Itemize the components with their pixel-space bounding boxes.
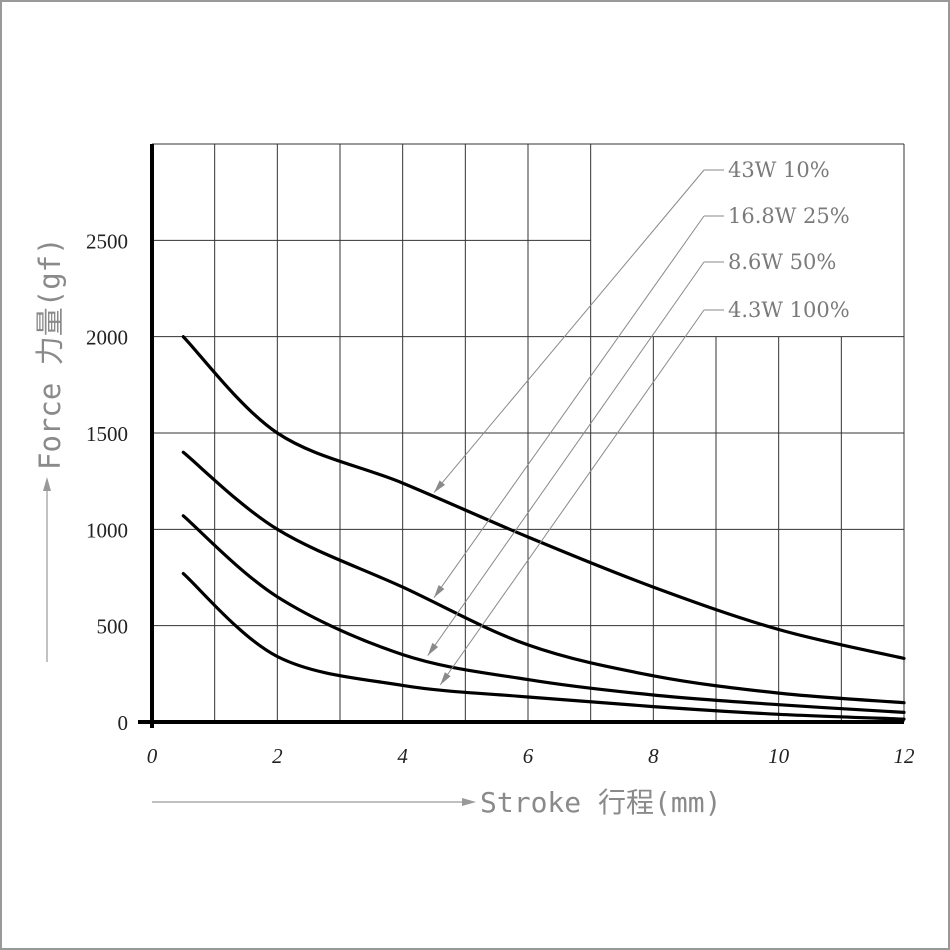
series-line-3 (181, 514, 906, 714)
x-tick-label: 4 (397, 744, 408, 768)
legend: 43W 10% 16.8W 25% 8.6W 50% 4.3W 100% (728, 158, 850, 322)
x-axis-title-group: Stroke 行程(mm) (152, 786, 721, 819)
y-axis-title-group: Force 力量(gf) (33, 237, 67, 662)
series-curves (181, 335, 906, 721)
y-tick-label: 1500 (86, 422, 128, 446)
legend-leader-arrowhead (434, 584, 445, 598)
series-line-1 (181, 335, 906, 660)
legend-leader-line (427, 261, 705, 656)
x-axis-title-arrowhead (462, 798, 476, 806)
legend-entry-2: 16.8W 25% (728, 204, 850, 228)
x-tick-label: 6 (523, 744, 534, 768)
y-tick-labels: 0 500 1000 1500 2000 2500 (86, 229, 128, 735)
x-tick-label: 0 (147, 744, 158, 768)
grid (152, 143, 905, 722)
legend-entry-3: 8.6W 50% (728, 250, 836, 274)
y-tick-label: 2000 (86, 326, 128, 350)
y-axis-title-arrowhead (43, 477, 51, 491)
x-tick-label: 8 (648, 744, 659, 768)
legend-leader-arrowhead (440, 672, 451, 685)
x-tick-labels: 0 2 4 6 8 10 12 (147, 744, 915, 768)
legend-leader-line (433, 215, 705, 598)
x-axis-title: Stroke 行程(mm) (480, 786, 721, 819)
axes (138, 144, 904, 728)
series-line-4 (181, 572, 906, 721)
series-line-2 (181, 450, 906, 705)
y-tick-label: 0 (118, 711, 129, 735)
y-tick-label: 2500 (86, 229, 128, 253)
y-tick-label: 500 (97, 615, 129, 639)
legend-leader-arrowhead (427, 642, 439, 656)
legend-entry-1: 43W 10% (728, 158, 830, 182)
legend-leader-line (433, 169, 705, 493)
legend-entry-4: 4.3W 100% (728, 298, 850, 322)
y-axis-title: Force 力量(gf) (33, 237, 67, 470)
legend-leaders (427, 169, 724, 686)
x-tick-label: 12 (894, 744, 916, 768)
x-tick-label: 2 (272, 744, 283, 768)
legend-leader-arrowhead (434, 480, 446, 493)
legend-leader-line (439, 309, 705, 686)
y-tick-label: 1000 (86, 518, 128, 542)
x-tick-label: 10 (768, 744, 790, 768)
